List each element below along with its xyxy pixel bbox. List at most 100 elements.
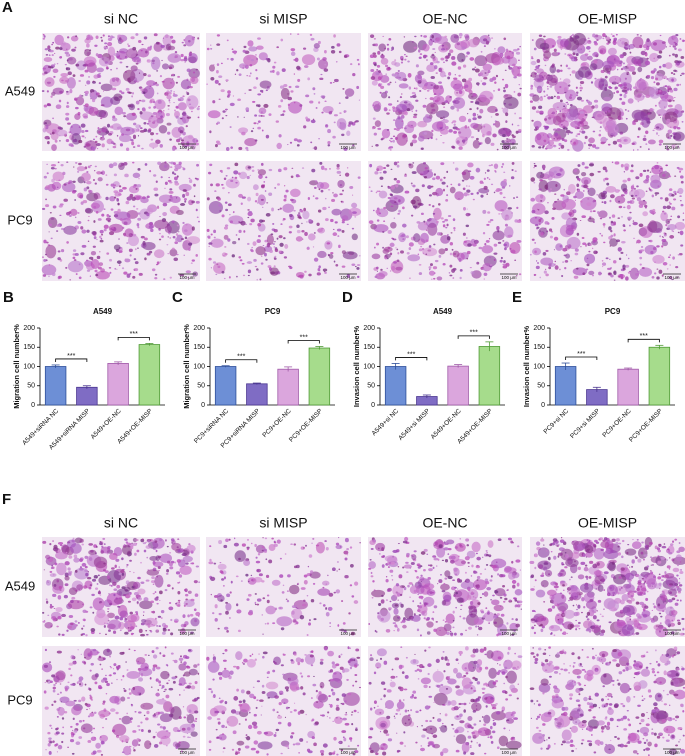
cell: [469, 108, 472, 111]
cell: [129, 193, 134, 198]
cell: [416, 563, 421, 567]
cell: [97, 574, 100, 577]
cell: [581, 171, 587, 177]
cell: [577, 604, 581, 609]
cell: [638, 204, 644, 208]
cell: [680, 203, 684, 207]
cell: [466, 594, 472, 601]
cell: [78, 139, 83, 144]
cell: [174, 109, 176, 112]
cell: [456, 108, 460, 112]
cell: [86, 171, 89, 173]
cell: [331, 198, 336, 203]
cell: [573, 141, 577, 145]
cell: [332, 232, 338, 237]
cell: [164, 589, 168, 592]
cell: [114, 564, 117, 568]
cell: [489, 219, 494, 222]
cell: [512, 135, 516, 139]
cell: [167, 108, 170, 110]
cell: [379, 84, 382, 86]
cell: [623, 93, 627, 99]
cell: [158, 124, 168, 134]
cell: [209, 163, 213, 167]
cell: [181, 41, 184, 44]
cell: [328, 592, 334, 597]
cell: [255, 104, 259, 107]
cell: [333, 78, 339, 83]
cell: [666, 85, 672, 91]
cell: [595, 541, 600, 544]
cell: [103, 208, 106, 210]
cell: [569, 209, 575, 218]
cell: [180, 139, 184, 142]
cell: [640, 77, 642, 80]
cell: [80, 633, 83, 637]
cell: [609, 94, 611, 96]
cell: [577, 164, 581, 167]
cell: [480, 123, 483, 126]
cell: [408, 242, 414, 247]
cell: [457, 183, 461, 187]
cell: [55, 551, 68, 560]
cell: [534, 68, 537, 71]
cell: [288, 85, 292, 89]
cell: [436, 565, 438, 567]
cell: [392, 139, 395, 143]
cell: [420, 245, 423, 248]
cell: [565, 129, 571, 134]
cell: [330, 251, 334, 255]
cell: [182, 131, 186, 136]
cell: [316, 181, 324, 190]
cell: [580, 246, 582, 248]
cell: [644, 566, 649, 571]
cell: [276, 539, 281, 544]
cell: [618, 143, 622, 148]
cell: [246, 75, 248, 77]
cell: [432, 212, 436, 215]
cell: [336, 170, 342, 174]
cell: [274, 255, 277, 258]
cell: [52, 540, 54, 542]
cell: [80, 588, 82, 591]
cell: [333, 591, 337, 594]
cell: [132, 542, 138, 546]
cell: [586, 263, 590, 267]
cell: [74, 162, 78, 164]
cell: [580, 200, 583, 203]
cell: [126, 217, 131, 221]
cell: [672, 256, 675, 260]
column-header: OE-NC: [422, 515, 467, 531]
cell: [490, 164, 494, 166]
cell: [673, 69, 677, 72]
cell: [531, 626, 535, 630]
cell: [595, 250, 598, 254]
cell: [175, 197, 178, 199]
cell: [406, 108, 411, 112]
cell: [97, 74, 102, 78]
cell: [461, 46, 466, 50]
cell: [490, 599, 493, 601]
cell: [578, 133, 581, 136]
cell: [148, 142, 159, 148]
cell: [221, 578, 225, 581]
cell: [422, 582, 425, 586]
cell: [352, 194, 354, 196]
cell: [580, 127, 584, 131]
cell: [631, 559, 635, 564]
cell: [95, 143, 101, 147]
cell: [152, 112, 157, 116]
cell: [281, 591, 285, 594]
cell: [110, 183, 115, 187]
cell: [119, 143, 124, 147]
cell: [171, 247, 175, 251]
cell: [372, 117, 376, 120]
cell: [266, 202, 269, 204]
cell: [140, 197, 149, 204]
cell: [400, 61, 404, 64]
cell: [192, 138, 198, 144]
cell: [68, 615, 74, 618]
cell: [595, 588, 598, 590]
cell: [195, 68, 199, 71]
cell: [678, 546, 685, 553]
